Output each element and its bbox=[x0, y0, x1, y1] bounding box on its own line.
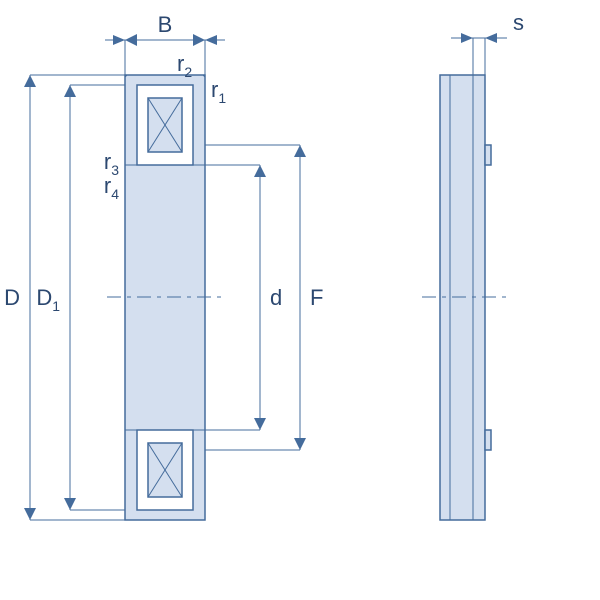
svg-text:D: D bbox=[4, 285, 20, 310]
bearing-diagram: DD1dFBsr1r2r3r4 bbox=[0, 0, 600, 600]
svg-text:s: s bbox=[513, 10, 524, 35]
svg-text:F: F bbox=[310, 285, 323, 310]
svg-text:d: d bbox=[270, 285, 282, 310]
svg-text:B: B bbox=[158, 12, 173, 37]
